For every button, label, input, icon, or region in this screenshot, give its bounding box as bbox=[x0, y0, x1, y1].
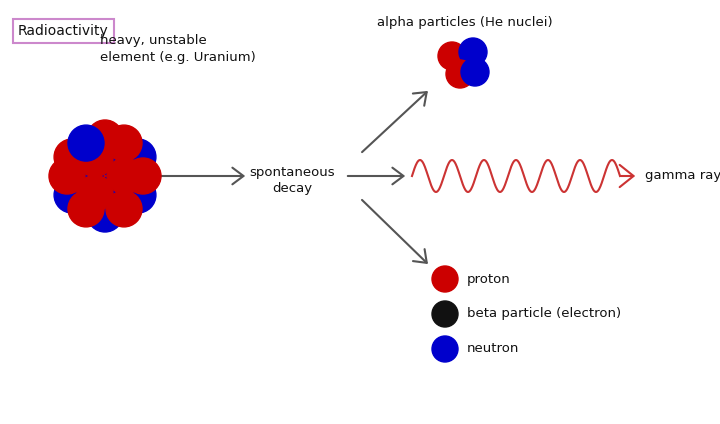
Text: heavy, unstable
element (e.g. Uranium): heavy, unstable element (e.g. Uranium) bbox=[100, 34, 256, 64]
Circle shape bbox=[97, 141, 133, 177]
Circle shape bbox=[77, 175, 113, 211]
Circle shape bbox=[461, 58, 489, 86]
Text: spontaneous
decay: spontaneous decay bbox=[249, 166, 335, 195]
Circle shape bbox=[438, 42, 466, 70]
Circle shape bbox=[87, 158, 123, 194]
Text: gamma ray: gamma ray bbox=[645, 170, 720, 182]
Circle shape bbox=[49, 158, 85, 194]
Circle shape bbox=[54, 139, 90, 175]
Circle shape bbox=[107, 158, 143, 194]
Text: Radioactivity: Radioactivity bbox=[18, 24, 109, 38]
Circle shape bbox=[68, 125, 104, 161]
Circle shape bbox=[106, 191, 142, 227]
Text: neutron: neutron bbox=[467, 343, 519, 355]
Circle shape bbox=[446, 60, 474, 88]
Text: beta particle (electron): beta particle (electron) bbox=[467, 307, 621, 321]
Circle shape bbox=[459, 38, 487, 66]
Circle shape bbox=[68, 191, 104, 227]
Circle shape bbox=[87, 120, 123, 156]
Circle shape bbox=[120, 139, 156, 175]
Circle shape bbox=[120, 177, 156, 213]
Text: proton: proton bbox=[467, 273, 510, 285]
Circle shape bbox=[125, 158, 161, 194]
Circle shape bbox=[54, 177, 90, 213]
Circle shape bbox=[432, 336, 458, 362]
Circle shape bbox=[432, 266, 458, 292]
Circle shape bbox=[97, 175, 133, 211]
Circle shape bbox=[67, 158, 103, 194]
Text: alpha particles (He nuclei): alpha particles (He nuclei) bbox=[377, 16, 553, 29]
Circle shape bbox=[87, 196, 123, 232]
Circle shape bbox=[106, 125, 142, 161]
Circle shape bbox=[432, 301, 458, 327]
Circle shape bbox=[77, 141, 113, 177]
